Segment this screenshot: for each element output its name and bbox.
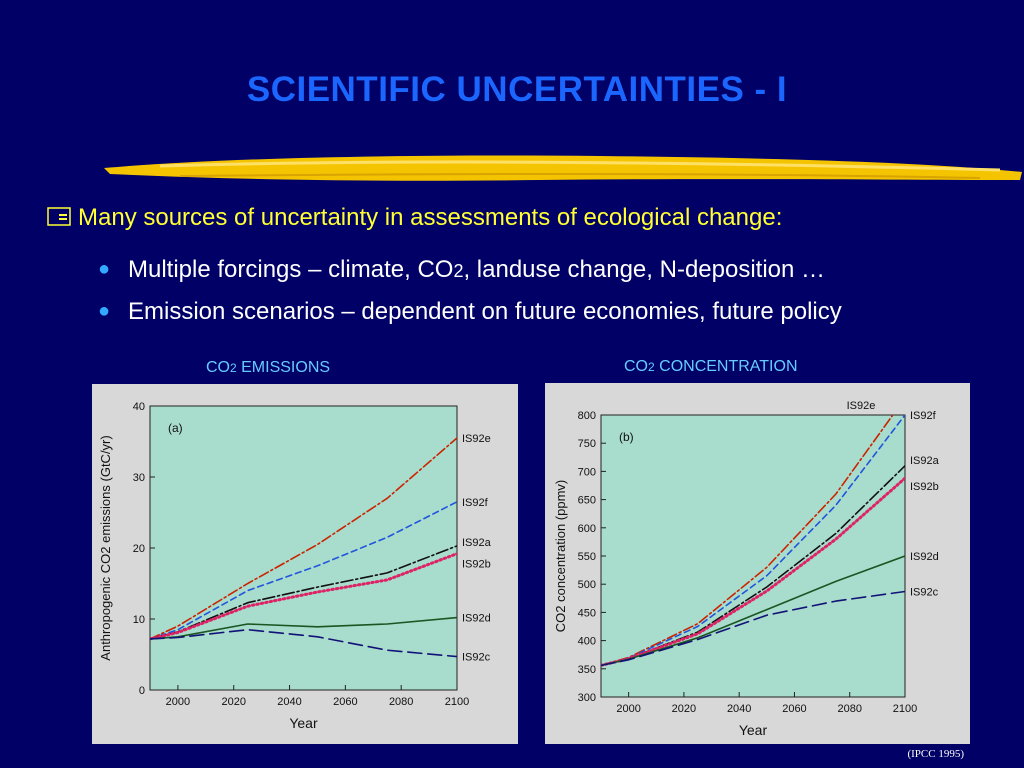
chart-emissions: 0 10 20 30 40 2000 2020 2040 2060 2080 2100 Year Ant… [92, 384, 518, 744]
x-tick-label: 2080 [837, 703, 861, 715]
y-tick-label: 650 [578, 495, 596, 507]
series-line-is92b [150, 552, 457, 641]
x-tick-label: 2060 [333, 696, 357, 708]
x-tick-label: 2040 [727, 703, 751, 715]
chart-emissions-svg: 0 10 20 30 40 2000 2020 2040 2060 2080 2100 Year Ant… [98, 401, 492, 731]
sub-bullet-scenarios: ● Emission scenarios – dependent on futur… [98, 298, 842, 325]
y-tick-label: 500 [578, 579, 596, 591]
y-tick-label: 350 [578, 664, 596, 676]
series-label-is92e: IS92e [847, 400, 876, 412]
x-axis-label: Year [739, 722, 768, 738]
y-tick-label: 600 [578, 523, 596, 535]
bullet-dot-icon: ● [98, 258, 111, 280]
main-bullet: Many sources of uncertainty in assessmen… [46, 204, 782, 232]
y-tick-label: 30 [133, 472, 145, 484]
series-label-is92c: IS92c [910, 587, 939, 599]
caption-concentration: CO2 CONCENTRATION [624, 358, 798, 375]
sub-bullet-forcings: ● Multiple forcings – climate, CO2, landu… [98, 256, 826, 283]
x-tick-label: 2000 [616, 703, 640, 715]
highlighter-stroke [104, 155, 1022, 181]
series-label-is92b: IS92b [462, 559, 491, 571]
series-label-is92a: IS92a [462, 537, 492, 549]
series-label-is92f: IS92f [910, 410, 937, 422]
y-tick-label: 750 [578, 438, 596, 450]
series-line-is92f [150, 501, 457, 640]
bullet-dot-icon: ● [98, 300, 111, 322]
plot-area [149, 405, 458, 691]
y-tick-label: 400 [578, 636, 596, 648]
y-tick-label: 800 [578, 410, 596, 422]
x-tick-label: 2080 [389, 696, 413, 708]
y-tick-label: 450 [578, 607, 596, 619]
y-tick-label: 300 [578, 692, 596, 704]
source-credit: (IPCC 1995) [907, 748, 964, 760]
x-axis-label: Year [289, 715, 318, 731]
x-tick-label: 2040 [277, 696, 301, 708]
y-axis-label: Anthropogenic CO2 emissions (GtC/yr) [98, 435, 113, 660]
panel-label: (a) [168, 421, 183, 435]
chart-concentration-svg: 300 350 400 450 500 550 600 650 700 750 800 2000 202… [553, 400, 940, 738]
chart-concentration: 300 350 400 450 500 550 600 650 700 750 800 2000 202… [545, 383, 970, 744]
y-tick-label: 550 [578, 551, 596, 563]
series-label-is92e: IS92e [462, 433, 491, 445]
series-line-is92e [150, 437, 457, 640]
series-label-is92b: IS92b [910, 481, 939, 493]
y-tick-label: 40 [133, 401, 145, 413]
caption-emissions: CO2 EMISSIONS [206, 359, 331, 376]
series-group [150, 437, 457, 658]
y-tick-label: 700 [578, 466, 596, 478]
series-label-is92c: IS92c [462, 652, 491, 664]
y-axis-label: CO2 concentration (ppmv) [553, 480, 568, 632]
series-line-is92c [601, 590, 905, 667]
x-tick-label: 2020 [221, 696, 245, 708]
panel-label: (b) [619, 430, 634, 444]
y-tick-label: 10 [133, 614, 145, 626]
x-tick-label: 2100 [445, 696, 469, 708]
series-label-is92d: IS92d [910, 551, 939, 563]
main-bullet-text: Many sources of uncertainty in assessmen… [78, 204, 783, 231]
series-label-is92d: IS92d [462, 613, 491, 625]
x-tick-label: 2020 [672, 703, 696, 715]
bullet-box-icon [47, 207, 71, 226]
series-group [601, 415, 905, 667]
series-label-is92a: IS92a [910, 455, 940, 467]
slide-title: SCIENTIFIC UNCERTAINTIES - I [246, 70, 788, 109]
series-line-is92c [150, 628, 457, 658]
x-tick-label: 2100 [893, 703, 917, 715]
x-tick-label: 2000 [166, 696, 190, 708]
x-tick-label: 2060 [782, 703, 806, 715]
y-tick-label: 20 [133, 543, 145, 555]
y-tick-label: 0 [139, 685, 145, 697]
series-label-is92f: IS92f [462, 497, 489, 509]
